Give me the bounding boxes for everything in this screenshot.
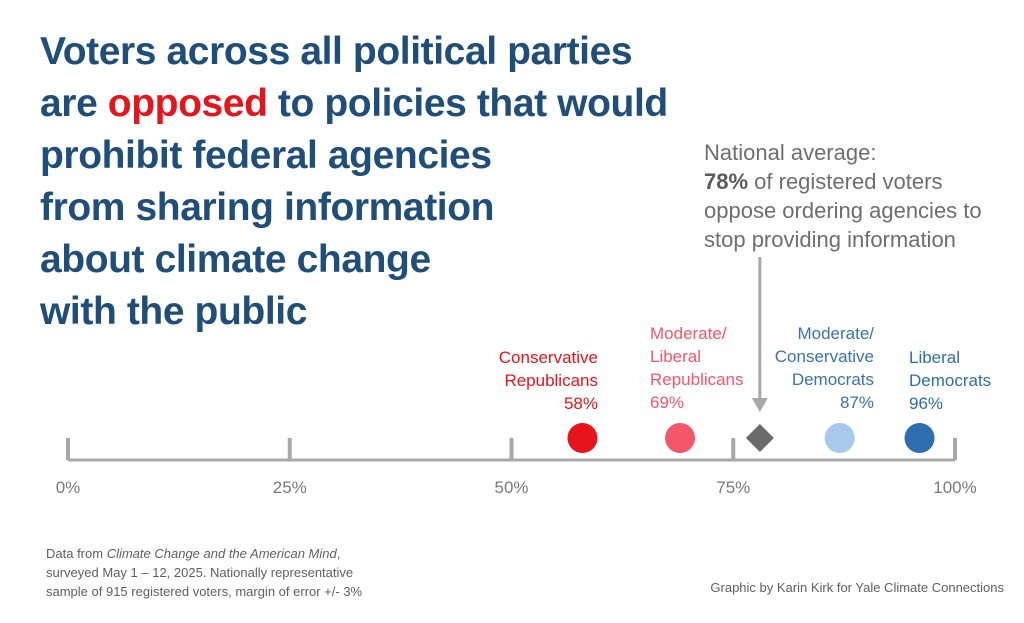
group-name-line: Conservative	[774, 347, 874, 366]
tick-label: 0%	[55, 478, 81, 497]
source-line-2: surveyed May 1 – 12, 2025. Nationally re…	[46, 565, 354, 580]
group-dot-1	[665, 423, 696, 453]
group-value-label: 58%	[563, 394, 598, 413]
group-dot-3	[904, 423, 935, 453]
group-label-liberal-democrats: Liberal Democrats 96%	[909, 346, 991, 415]
group-label-moderate-conservative-democrats: Moderate/ Conservative Democrats 87%	[775, 322, 874, 414]
title-highlight-opposed: opposed	[107, 82, 268, 125]
national-average-line-4: stop providing information	[704, 227, 956, 252]
title-line-4: from sharing information	[40, 186, 495, 229]
group-name-line: Moderate/	[797, 324, 874, 343]
group-name-line: Liberal	[650, 347, 702, 366]
national-average-line-3: oppose ordering agencies to	[704, 198, 982, 223]
tick-label: 50%	[494, 478, 529, 497]
national-average-annotation: National average: 78% of registered vote…	[704, 138, 982, 254]
tick-label: 25%	[272, 478, 307, 497]
average-arrow-head	[751, 398, 768, 412]
title-line-2-pre: are	[40, 82, 108, 125]
title-line-1: Voters across all political parties	[40, 30, 633, 73]
chart-title: Voters across all political parties are …	[40, 26, 668, 338]
group-name-line: Democrats	[791, 370, 874, 389]
group-name-line: Republicans	[650, 370, 744, 389]
tick-label: 100%	[933, 478, 977, 497]
source-line-1: Data from Climate Change and the America…	[46, 544, 362, 563]
group-value-label: 69%	[650, 393, 685, 412]
source-title: Climate Change and the American Mind	[106, 546, 337, 561]
group-label-moderate-liberal-republicans: Moderate/ Liberal Republicans 69%	[650, 322, 744, 414]
title-line-2: are opposed to policies that would	[40, 78, 668, 130]
group-name-line: Liberal	[909, 348, 961, 367]
group-dot-0	[567, 423, 598, 453]
tick-label: 75%	[716, 478, 751, 497]
average-diamond-marker	[745, 424, 774, 452]
source-line-1-pre: Data from	[46, 546, 107, 561]
group-value-label: 87%	[839, 393, 874, 412]
title-line-6: with the public	[40, 290, 307, 333]
group-name-line: Conservative	[498, 348, 598, 367]
title-line-2-post: to policies that would	[267, 82, 668, 125]
national-average-pct: 78%	[704, 169, 749, 194]
national-average-line-2-rest: of registered voters	[748, 169, 943, 194]
source-line-3: sample of 915 registered voters, margin …	[46, 584, 363, 599]
title-line-3: prohibit federal agencies	[40, 134, 492, 177]
national-average-heading: National average:	[704, 140, 877, 165]
group-name-line: Republicans	[504, 371, 598, 390]
title-line-5: about climate change	[40, 238, 431, 281]
group-name-line: Democrats	[909, 371, 992, 390]
source-line-1-post: ,	[336, 546, 341, 561]
group-name-line: Moderate/	[650, 324, 727, 343]
group-value-label: 96%	[909, 394, 944, 413]
national-average-line-2: 78% of registered voters	[704, 167, 982, 196]
group-dot-2	[824, 423, 855, 453]
source-note: Data from Climate Change and the America…	[46, 544, 362, 601]
group-label-conservative-republicans: Conservative Republicans 58%	[499, 346, 598, 415]
credit-line: Graphic by Karin Kirk for Yale Climate C…	[710, 580, 1004, 595]
